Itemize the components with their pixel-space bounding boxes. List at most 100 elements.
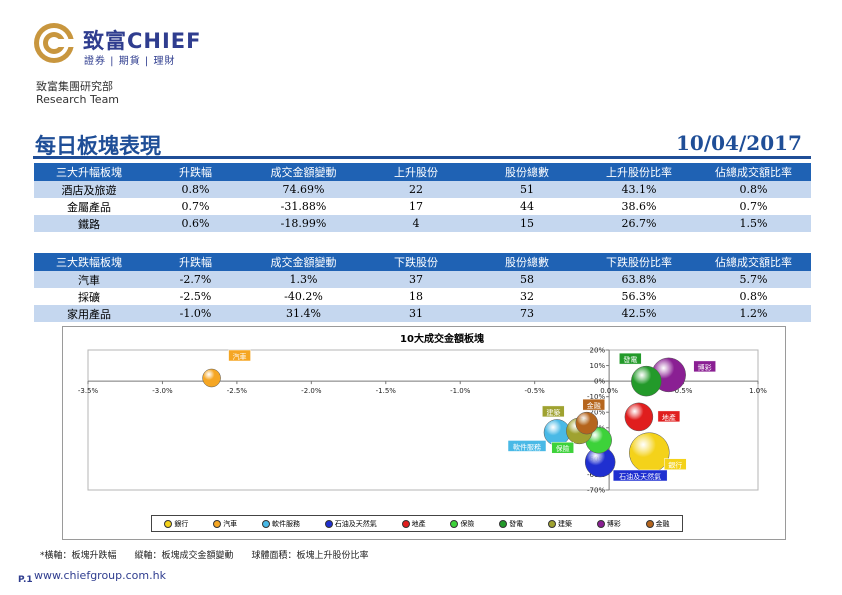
bubble-金融 [575, 411, 599, 435]
data-label-box [657, 410, 681, 423]
x-tick-label: -1.5% [376, 387, 397, 395]
data-label: 金融 [587, 401, 601, 410]
data-label: 軟件服務 [513, 442, 541, 451]
y-tick-label: -70% [587, 487, 605, 495]
x-tick-label: 0.0% [600, 387, 618, 395]
website-link[interactable]: www.chiefgroup.com.hk [34, 569, 166, 582]
legend-swatch [645, 519, 654, 528]
data-label-box [542, 405, 565, 418]
report-title: 每日板塊表現 [35, 133, 161, 158]
legend-label: 軟件服務 [271, 519, 300, 528]
header-cell: 成交金額變動 [247, 163, 360, 181]
legend-swatch [164, 519, 173, 528]
table-cell: 0.8% [696, 288, 811, 305]
table-cell: 家用產品 [34, 305, 144, 322]
data-label: 汽車 [233, 352, 247, 361]
table-row: 家用產品 -1.0% 31.4% 31 73 42.5% 1.2% [34, 305, 811, 322]
table-header-row: 三大跌幅板塊 升跌幅 成交金額變動 下跌股份 股份總數 下跌股份比率 佔總成交額… [34, 253, 811, 271]
table-cell: 58 [472, 271, 582, 288]
legend-item: 地產 [401, 519, 426, 529]
bubble-發電 [631, 365, 662, 397]
table-cell: 0.8% [696, 181, 811, 198]
top-falling-sectors-table: 三大跌幅板塊 升跌幅 成交金額變動 下跌股份 股份總數 下跌股份比率 佔總成交額… [34, 253, 811, 322]
data-label-box [619, 352, 642, 365]
y-tick-label: 0% [594, 378, 605, 386]
bubble-銀行 [629, 432, 670, 473]
table-cell: -2.7% [144, 271, 247, 288]
legend-label: 金融 [655, 519, 670, 528]
x-tick-label: -3.5% [78, 387, 99, 395]
table-cell: 32 [472, 288, 582, 305]
table-cell: 汽車 [34, 271, 144, 288]
legend-label: 發電 [509, 519, 524, 528]
x-tick-label: -2.5% [227, 387, 248, 395]
table-cell: -1.0% [144, 305, 247, 322]
data-label: 石油及天然氣 [619, 472, 661, 481]
table-cell: 採礦 [34, 288, 144, 305]
legend-swatch [324, 519, 333, 528]
data-label: 保險 [556, 444, 570, 453]
table-row: 鐵路 0.6% -18.99% 4 15 26.7% 1.5% [34, 215, 811, 232]
table-cell: 26.7% [582, 215, 696, 232]
table-cell: 31.4% [247, 305, 360, 322]
table-row: 採礦 -2.5% -40.2% 18 32 56.3% 0.8% [34, 288, 811, 305]
table-cell: 1.5% [696, 215, 811, 232]
chart-footnote: *橫軸：板塊升跌幅 縱軸：板塊成交金額變動 球體面積：板塊上升股份比率 [40, 551, 369, 561]
legend-item: 博彩 [596, 519, 621, 529]
table-cell: 31 [360, 305, 472, 322]
table-cell: 1.2% [696, 305, 811, 322]
data-label-box [693, 360, 716, 373]
table-cell: 鐵路 [34, 215, 144, 232]
legend-item: 銀行 [164, 519, 188, 529]
header-cell: 上升股份比率 [582, 163, 696, 181]
legend-label: 地產 [411, 519, 426, 528]
header-cell: 三大跌幅板塊 [34, 253, 144, 271]
data-label-box [612, 469, 668, 482]
y-tick-label: 10% [590, 362, 606, 370]
table-cell: -2.5% [144, 288, 247, 305]
table-cell: -18.99% [247, 215, 360, 232]
table-cell: 56.3% [582, 288, 696, 305]
table-cell: -40.2% [247, 288, 360, 305]
data-label-box [551, 441, 574, 454]
table-cell: 0.8% [144, 181, 247, 198]
data-label: 博彩 [698, 363, 712, 372]
brand-name: 致富CHIEF [83, 29, 202, 53]
table-cell: 18 [360, 288, 472, 305]
legend-swatch [596, 519, 605, 528]
x-tick-label: -0.5% [525, 387, 546, 395]
table-cell: 1.3% [247, 271, 360, 288]
data-label: 建築 [546, 408, 560, 417]
table-cell: -31.88% [247, 198, 360, 215]
chart-legend: 銀行 汽車 軟件服務 石油及天然氣 地產 保險 發電 建築 博彩 金融 [151, 515, 683, 532]
table-cell: 51 [472, 181, 582, 198]
legend-item: 金融 [645, 519, 670, 529]
table-cell: 42.5% [582, 305, 696, 322]
header-cell: 三大升幅板塊 [34, 163, 144, 181]
table-header-row: 三大升幅板塊 升跌幅 成交金額變動 上升股份 股份總數 上升股份比率 佔總成交額… [34, 163, 811, 181]
department-subtitle: Research Team [36, 93, 120, 106]
table-cell: 4 [360, 215, 472, 232]
x-tick-label: 1.0% [749, 387, 767, 395]
department-name: 致富集團研究部 [36, 80, 113, 93]
data-label-box [582, 398, 606, 411]
report-date: 10/04/2017 [676, 131, 802, 155]
data-label-box [664, 458, 687, 470]
y-tick-label: -10% [587, 393, 605, 401]
legend-swatch [261, 519, 270, 528]
header-cell: 成交金額變動 [247, 253, 360, 271]
legend-item: 軟件服務 [261, 519, 300, 529]
data-label-box [507, 440, 547, 452]
table-cell: 0.7% [144, 198, 247, 215]
table-cell: 金屬產品 [34, 198, 144, 215]
table-cell: 0.7% [696, 198, 811, 215]
legend-label: 建築 [557, 519, 572, 528]
table-cell: 74.69% [247, 181, 360, 198]
table-row: 金屬產品 0.7% -31.88% 17 44 38.6% 0.7% [34, 198, 811, 215]
y-tick-label: 20% [590, 347, 606, 355]
top-rising-sectors-table: 三大升幅板塊 升跌幅 成交金額變動 上升股份 股份總數 上升股份比率 佔總成交額… [34, 163, 811, 232]
header-cell: 上升股份 [360, 163, 472, 181]
table-cell: 63.8% [582, 271, 696, 288]
chief-logo-icon [34, 23, 75, 63]
x-tick-label: -3.0% [152, 387, 173, 395]
